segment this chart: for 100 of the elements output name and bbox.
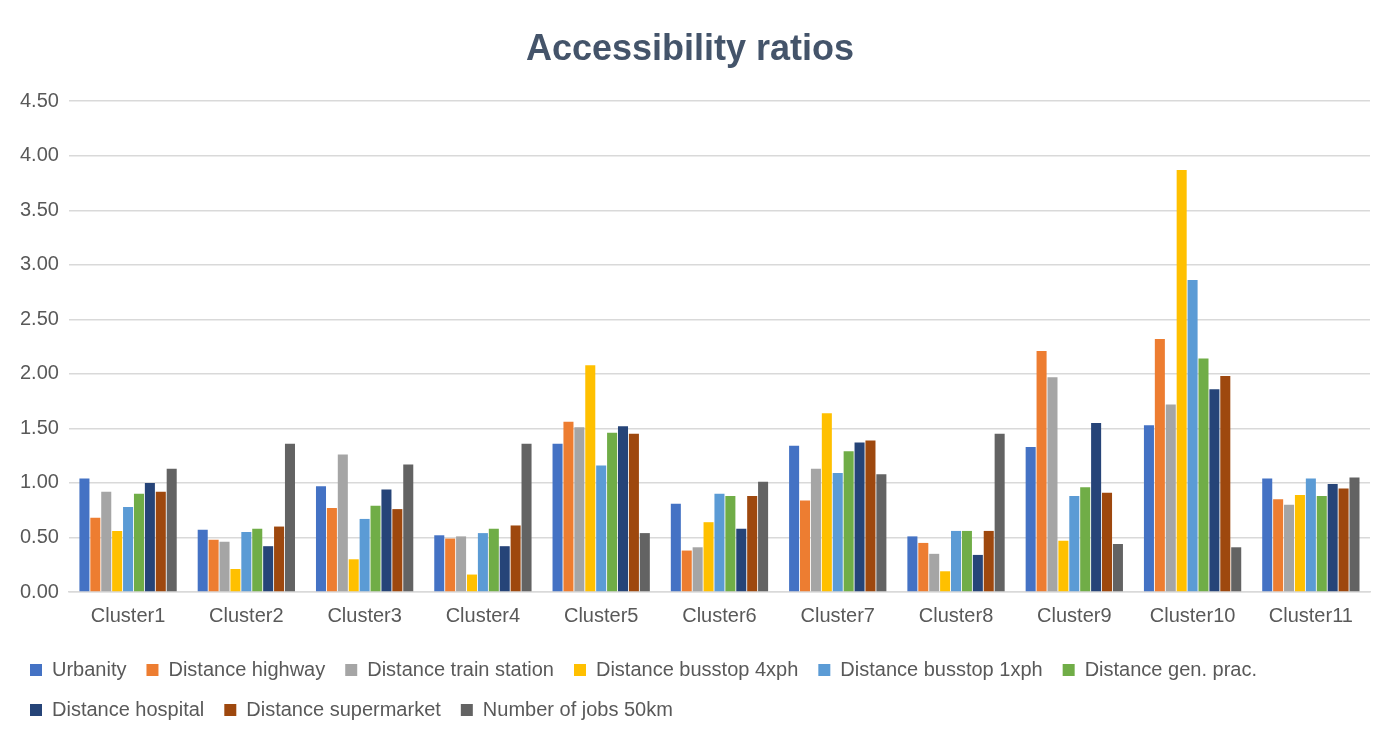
bar	[241, 532, 252, 592]
bar	[434, 535, 445, 592]
bar	[854, 442, 865, 592]
bar	[703, 522, 714, 592]
bar	[1080, 487, 1091, 592]
legend-label: Distance hospital	[52, 697, 205, 720]
bar	[907, 536, 918, 592]
bar	[326, 508, 337, 592]
bar	[510, 525, 521, 592]
x-tick-label: Cluster6	[682, 603, 757, 626]
bar	[123, 506, 134, 592]
x-tick-label: Cluster2	[209, 603, 284, 626]
bar	[90, 517, 101, 592]
bar	[403, 464, 414, 592]
bar	[208, 539, 219, 592]
bar	[219, 541, 230, 592]
bar	[865, 440, 876, 592]
x-tick-label: Cluster5	[563, 603, 639, 626]
bar	[1209, 389, 1220, 592]
x-tick-label: Cluster11	[1268, 603, 1353, 626]
bar	[692, 547, 703, 592]
bar	[155, 491, 166, 592]
bar	[392, 509, 403, 592]
bar	[488, 528, 499, 592]
bar	[477, 533, 488, 592]
x-tick-label: Cluster8	[918, 603, 994, 626]
y-tick-label: 3.50	[19, 197, 59, 220]
bar	[994, 433, 1005, 592]
bar	[1262, 478, 1273, 592]
bar	[348, 559, 359, 592]
bar	[456, 536, 467, 592]
bar	[714, 493, 725, 592]
bar	[315, 486, 327, 592]
bar	[951, 530, 962, 592]
bar	[1294, 494, 1305, 592]
bar	[1176, 169, 1187, 592]
bar	[639, 533, 650, 592]
x-tick-label: Cluster7	[800, 603, 875, 626]
bar	[466, 574, 478, 592]
bar	[1154, 338, 1165, 592]
bar	[445, 538, 456, 592]
y-tick-label: 0.00	[19, 579, 59, 602]
bar	[144, 482, 155, 592]
bar	[1220, 376, 1231, 592]
bar	[918, 542, 929, 592]
bar	[876, 474, 887, 592]
bar	[521, 443, 532, 592]
bar	[585, 365, 596, 592]
bar	[940, 571, 951, 592]
bar	[1273, 499, 1284, 592]
y-tick-label: 4.00	[19, 143, 59, 166]
bar	[617, 426, 629, 592]
bar	[747, 496, 758, 592]
bar	[810, 468, 821, 592]
legend-label: Distance busstop 4xph	[595, 657, 799, 680]
bar	[1025, 446, 1036, 592]
bar	[1198, 358, 1209, 592]
bar	[1231, 547, 1242, 592]
bar	[1069, 496, 1080, 592]
bar	[552, 443, 563, 592]
bar	[1143, 425, 1154, 592]
bar	[381, 489, 392, 592]
bar	[725, 496, 736, 592]
bar	[166, 468, 177, 592]
bar	[274, 526, 285, 592]
bar	[499, 546, 510, 592]
legend-label: Distance supermarket	[246, 697, 442, 720]
bar	[1327, 484, 1338, 592]
bar	[1102, 492, 1113, 592]
legend-label: Distance gen. prac.	[1084, 657, 1257, 680]
y-tick-label: 1.00	[19, 470, 59, 493]
bar	[628, 433, 639, 592]
legend-label: Distance train station	[367, 657, 554, 680]
x-tick-label: Cluster3	[327, 603, 402, 626]
bar	[133, 493, 144, 592]
bar	[1349, 477, 1360, 592]
bar	[843, 451, 854, 592]
bar	[1284, 504, 1295, 592]
bar	[1316, 496, 1327, 592]
bar	[800, 500, 811, 592]
bar	[1112, 544, 1123, 592]
bar	[1165, 404, 1176, 592]
bar	[574, 427, 585, 592]
y-tick-label: 2.00	[19, 361, 59, 384]
bar	[929, 553, 940, 592]
bar	[563, 421, 574, 592]
bar	[1047, 377, 1058, 592]
chart-title: Accessibility ratios	[525, 26, 855, 68]
bar	[1058, 540, 1069, 592]
x-tick-label: Cluster9	[1037, 603, 1112, 626]
bar	[832, 473, 843, 592]
y-tick-label: 3.00	[19, 252, 59, 275]
bar	[1338, 488, 1349, 592]
bar	[670, 503, 681, 592]
bar	[972, 554, 983, 592]
bar	[79, 478, 90, 592]
bar	[112, 530, 123, 592]
bar	[681, 550, 692, 592]
bar	[230, 569, 241, 592]
bar	[607, 432, 618, 592]
